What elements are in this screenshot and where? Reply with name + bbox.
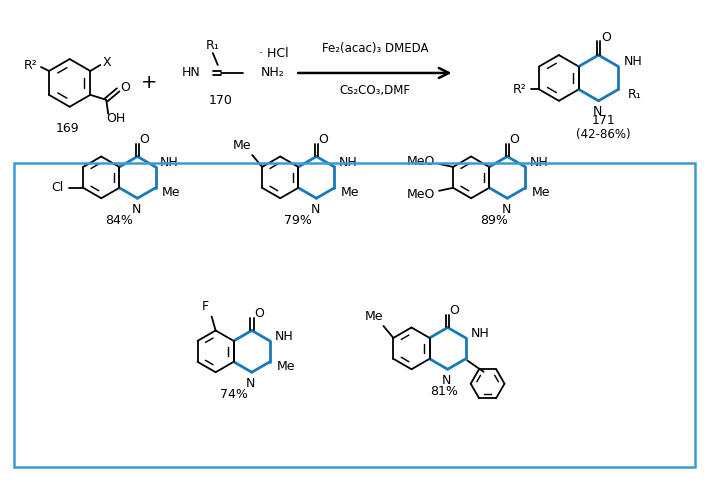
Text: Fe₂(acac)₃ DMEDA: Fe₂(acac)₃ DMEDA [322,41,428,54]
Text: +: + [141,73,157,93]
Text: NH: NH [160,157,179,170]
Text: NH: NH [274,331,293,344]
Text: · HCl: · HCl [259,47,288,60]
Text: MeO: MeO [407,156,435,168]
Text: F: F [202,300,209,313]
Text: NH: NH [339,157,358,170]
Text: NH₂: NH₂ [260,67,284,80]
Text: NH: NH [470,327,489,340]
Text: 79%: 79% [284,214,312,227]
Text: NH: NH [530,157,549,170]
Text: Me: Me [162,186,181,199]
Text: O: O [450,304,459,317]
Text: O: O [601,31,611,44]
Text: R²: R² [24,58,38,71]
Text: Me: Me [233,138,252,151]
Text: (42-86%): (42-86%) [576,128,631,141]
Text: N: N [442,374,452,387]
Text: 74%: 74% [220,388,247,401]
Text: R₁: R₁ [206,39,220,52]
Text: R₁: R₁ [627,88,641,101]
Text: 171: 171 [592,114,615,127]
Text: O: O [140,133,150,146]
Text: MeO: MeO [407,188,435,201]
Text: NH: NH [624,55,642,68]
Text: Cl: Cl [51,181,64,194]
Text: 89%: 89% [480,214,508,227]
Text: O: O [509,133,519,146]
Text: O: O [121,81,130,94]
Text: 169: 169 [56,122,79,135]
Text: R²: R² [513,83,526,96]
Text: X: X [103,55,111,68]
Text: N: N [593,105,602,118]
Text: 81%: 81% [430,385,459,398]
Text: N: N [246,376,255,389]
Text: N: N [311,203,320,215]
Text: N: N [502,203,511,215]
Text: HN: HN [182,67,201,80]
Text: 170: 170 [209,94,233,107]
Text: Cs₂CO₃,DMF: Cs₂CO₃,DMF [340,84,411,97]
Text: 84%: 84% [106,214,133,227]
Text: N: N [132,203,141,215]
Text: Me: Me [277,360,295,373]
Text: Me: Me [341,186,359,199]
Text: O: O [318,133,328,146]
Text: Me: Me [364,309,383,322]
Text: O: O [254,307,264,320]
Text: Me: Me [532,186,551,199]
Text: OH: OH [106,112,125,125]
